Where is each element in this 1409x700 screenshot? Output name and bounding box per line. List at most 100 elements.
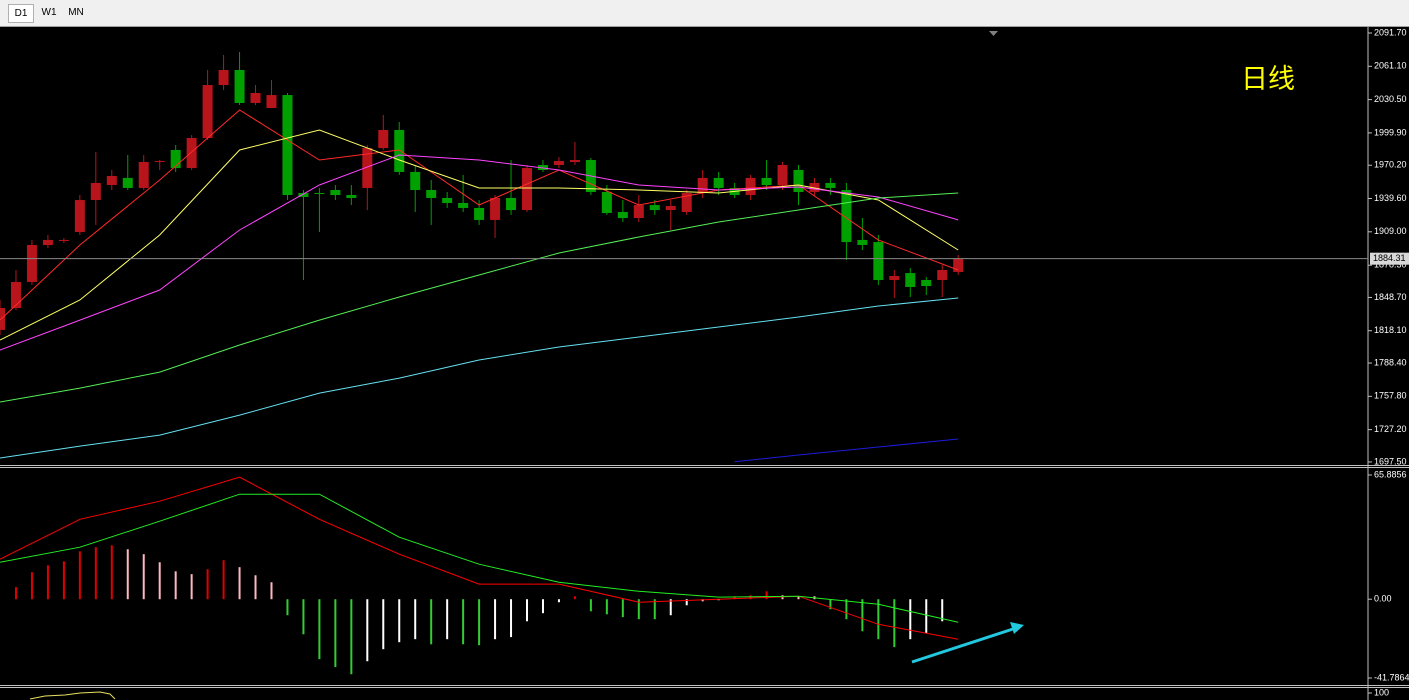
y-tick-label: 1909.00: [1374, 226, 1407, 236]
candle-body: [218, 70, 229, 86]
histogram-bar: [238, 567, 241, 600]
histogram-bar: [685, 599, 688, 606]
histogram-bar: [925, 599, 928, 634]
candle-body: [154, 160, 165, 162]
candle-body: [809, 182, 820, 192]
candle-body: [250, 92, 261, 103]
candle-body: [522, 168, 533, 211]
candle-body: [745, 177, 756, 196]
candle-body: [649, 205, 660, 211]
candle-body: [953, 258, 964, 272]
histogram-bar: [462, 599, 465, 645]
candle-body: [282, 95, 293, 196]
candle-body: [633, 205, 644, 218]
histogram-bar: [270, 582, 273, 600]
candle-body: [474, 207, 485, 220]
y-tick-label: 1999.90: [1374, 127, 1407, 137]
candle-body: [697, 177, 708, 193]
histogram-bar: [78, 551, 81, 600]
histogram-bar: [398, 599, 401, 643]
candle-body: [122, 177, 133, 188]
candle-body: [26, 244, 37, 282]
candle-body: [569, 159, 580, 162]
y-tick-label: 2061.10: [1374, 61, 1407, 71]
candle-body: [10, 281, 21, 308]
candle-body: [234, 70, 245, 103]
candle-body: [314, 192, 325, 194]
histogram-bar: [845, 599, 848, 620]
candle-body: [202, 85, 213, 139]
y-tick-label: 1757.80: [1374, 391, 1407, 401]
histogram-bar: [14, 587, 17, 600]
candle-body: [857, 239, 868, 245]
tab[interactable]: D1: [8, 4, 34, 23]
candle-body: [921, 280, 932, 286]
histogram-bar: [877, 599, 880, 640]
candle-body: [793, 170, 804, 192]
histogram-bar: [190, 574, 193, 600]
y-tick-label: 1939.60: [1374, 193, 1407, 203]
candle-body: [266, 95, 277, 108]
timeframe-label: 日线: [1241, 64, 1295, 94]
candle-body: [665, 206, 676, 211]
histogram-bar: [605, 599, 608, 615]
candle-body: [74, 200, 85, 233]
tab[interactable]: W1: [41, 7, 57, 18]
y-tick-label: 2091.70: [1374, 27, 1407, 37]
candle-body: [681, 192, 692, 213]
histogram-bar: [494, 599, 497, 640]
histogram-bar: [909, 599, 912, 640]
candle-body: [617, 212, 628, 218]
y-tick-label: 100: [1374, 687, 1389, 697]
y-tick-label: 1818.10: [1374, 325, 1407, 335]
histogram-bar: [430, 599, 433, 645]
histogram-bar: [478, 599, 481, 646]
histogram-bar: [46, 565, 49, 600]
candle-body: [825, 182, 836, 188]
histogram-bar: [941, 599, 944, 622]
histogram-bar: [733, 596, 736, 600]
histogram-bar: [318, 599, 321, 660]
candle-body: [378, 129, 389, 149]
y-tick-label: 1970.20: [1374, 160, 1407, 170]
histogram-bar: [126, 549, 129, 600]
candle-body: [42, 239, 53, 245]
candle-body: [426, 190, 437, 198]
histogram-bar: [797, 596, 800, 600]
candle-body: [90, 182, 101, 201]
current-price-label: 1884.31: [1373, 253, 1406, 263]
histogram-bar: [206, 569, 209, 600]
indicator-line: [0, 129, 959, 341]
candle-body: [298, 192, 309, 197]
histogram-bar: [174, 571, 177, 600]
y-tick-label: -41.7864: [1374, 672, 1409, 682]
candle-body: [362, 148, 373, 188]
histogram-bar: [573, 596, 576, 600]
histogram-bar: [366, 599, 369, 662]
indicator-line: [0, 493, 959, 623]
y-tick-label: 65.8856: [1374, 469, 1407, 479]
y-tick-label: 1788.40: [1374, 357, 1407, 367]
histogram-bar: [446, 599, 449, 640]
frame: [0, 27, 1409, 700]
histogram-bar: [350, 599, 353, 675]
histogram-bar: [893, 599, 896, 648]
histogram-bar: [158, 562, 161, 600]
histogram-bar: [653, 599, 656, 620]
histogram-bar: [30, 572, 33, 600]
candle-body: [713, 177, 724, 188]
y-tick-label: 1697.50: [1374, 456, 1407, 466]
histogram-bar: [414, 599, 417, 640]
candle-body: [905, 273, 916, 287]
y-tick-label: 0.00: [1374, 594, 1392, 604]
histogram-bar: [526, 599, 529, 622]
trend-arrow-head: [1010, 622, 1024, 634]
histogram-bar: [382, 599, 385, 650]
histogram-bar: [142, 554, 145, 600]
histogram-bar: [510, 599, 513, 638]
y-tick-label: 1727.20: [1374, 424, 1407, 434]
candle-body: [0, 307, 5, 330]
tab[interactable]: MN: [68, 7, 84, 18]
